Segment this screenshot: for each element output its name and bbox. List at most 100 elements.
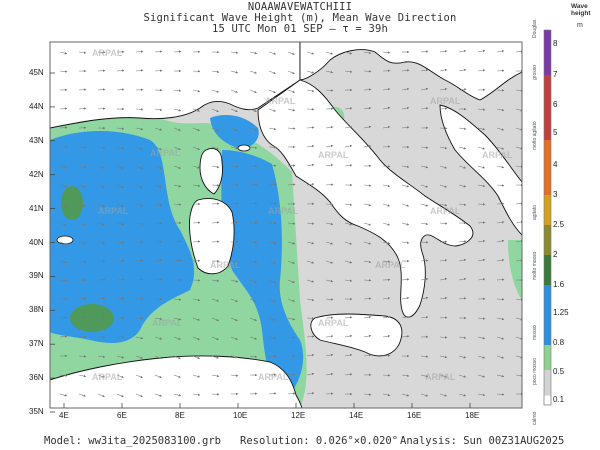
direction-arrow	[135, 69, 144, 72]
direction-arrow	[306, 89, 315, 93]
direction-arrow	[59, 279, 68, 282]
direction-arrow	[192, 336, 200, 341]
lat-label: 43N	[29, 135, 44, 145]
land-sicily	[310, 313, 403, 357]
direction-arrow	[496, 146, 505, 150]
direction-arrow	[420, 296, 429, 300]
direction-arrow	[401, 69, 410, 72]
direction-arrow	[325, 372, 334, 376]
direction-arrow	[306, 298, 315, 302]
direction-arrow	[382, 203, 391, 207]
direction-arrow	[97, 146, 106, 150]
direction-arrow	[287, 317, 296, 321]
direction-arrow	[439, 50, 448, 53]
direction-arrow	[154, 317, 163, 321]
chart-title-line2: Significant Wave Height (m), Mean Wave D…	[143, 12, 457, 24]
direction-arrow	[439, 259, 448, 262]
direction-arrow	[458, 184, 467, 188]
direction-arrow	[325, 241, 334, 245]
direction-arrow	[325, 222, 334, 226]
direction-arrow	[173, 374, 181, 378]
direction-arrow	[97, 222, 105, 226]
footer-resolution: Resolution: 0.026°×0.020°	[240, 435, 399, 447]
direction-arrow	[306, 241, 315, 245]
watermark-arpal: ARPAL	[430, 206, 461, 216]
direction-arrow	[306, 279, 315, 283]
direction-arrow	[230, 108, 238, 113]
chart-title-line1: NOAAWAVEWATCHIII	[247, 1, 353, 13]
direction-arrow	[420, 259, 429, 262]
lat-label: 41N	[29, 203, 44, 213]
direction-arrow	[268, 392, 277, 395]
direction-arrow	[363, 88, 372, 91]
direction-arrow	[192, 127, 200, 132]
direction-arrow	[78, 146, 87, 149]
sea-state-label: Douglas	[532, 19, 538, 38]
axis-ticks	[50, 72, 471, 413]
direction-arrow	[230, 374, 239, 377]
direction-arrow	[211, 146, 219, 150]
lat-label: 40N	[29, 237, 44, 247]
direction-arrow	[97, 241, 106, 245]
direction-arrow	[116, 278, 125, 281]
direction-arrow	[135, 374, 143, 379]
watermark-arpal: ARPAL	[268, 206, 299, 216]
direction-arrow	[382, 393, 391, 397]
wave-zone-blue-west	[50, 131, 195, 343]
direction-arrow	[458, 68, 467, 72]
colorbar-label: 7	[553, 70, 558, 79]
direction-arrow	[325, 126, 334, 129]
direction-arrow	[268, 241, 277, 245]
lon-label: 10E	[233, 411, 248, 420]
direction-arrow	[116, 184, 124, 189]
direction-arrow	[230, 279, 239, 283]
direction-arrow	[173, 336, 181, 340]
direction-arrow	[496, 393, 505, 396]
direction-arrow	[78, 297, 87, 300]
direction-arrow	[211, 336, 219, 341]
direction-arrow	[439, 127, 448, 130]
watermark-arpal: ARPAL	[375, 260, 406, 270]
direction-arrow	[173, 89, 182, 92]
direction-arrow	[458, 374, 467, 378]
direction-arrow	[382, 374, 391, 377]
direction-arrow	[344, 51, 353, 55]
watermark-arpal: ARPAL	[265, 96, 296, 106]
direction-arrow	[135, 165, 143, 170]
direction-arrow	[135, 50, 144, 53]
land-corsica	[199, 148, 223, 195]
direction-arrow	[344, 353, 353, 357]
direction-arrow	[306, 260, 315, 264]
direction-arrow	[439, 374, 448, 378]
direction-arrow	[154, 278, 163, 281]
direction-arrow	[97, 355, 106, 359]
direction-arrow	[420, 146, 429, 149]
direction-arrow	[496, 336, 505, 340]
sea-state-label: grosso	[532, 64, 538, 80]
direction-arrow	[230, 355, 239, 359]
direction-arrow	[477, 165, 486, 169]
direction-arrow	[344, 70, 353, 73]
direction-arrow	[420, 87, 429, 91]
direction-arrow	[420, 316, 429, 319]
direction-arrow	[382, 334, 391, 338]
direction-arrow	[135, 355, 143, 359]
footer-model: Model: ww3ita_2025083100.grb	[44, 435, 222, 447]
direction-arrow	[97, 107, 106, 110]
direction-arrow	[59, 126, 68, 129]
direction-arrow	[211, 165, 220, 169]
direction-arrow	[477, 278, 486, 281]
direction-arrow	[496, 278, 505, 281]
direction-arrow	[325, 335, 334, 338]
direction-arrow	[477, 355, 486, 359]
direction-arrow	[154, 203, 163, 207]
footer-analysis: Analysis: Sun 00Z31AUG2025	[400, 435, 565, 447]
direction-arrow	[230, 221, 239, 224]
direction-arrow	[477, 184, 486, 188]
direction-arrow	[325, 298, 334, 301]
direction-arrow	[173, 127, 181, 131]
direction-arrow	[439, 393, 448, 397]
direction-arrow	[420, 374, 429, 378]
direction-arrow	[420, 393, 429, 397]
lat-label: 44N	[29, 101, 44, 111]
